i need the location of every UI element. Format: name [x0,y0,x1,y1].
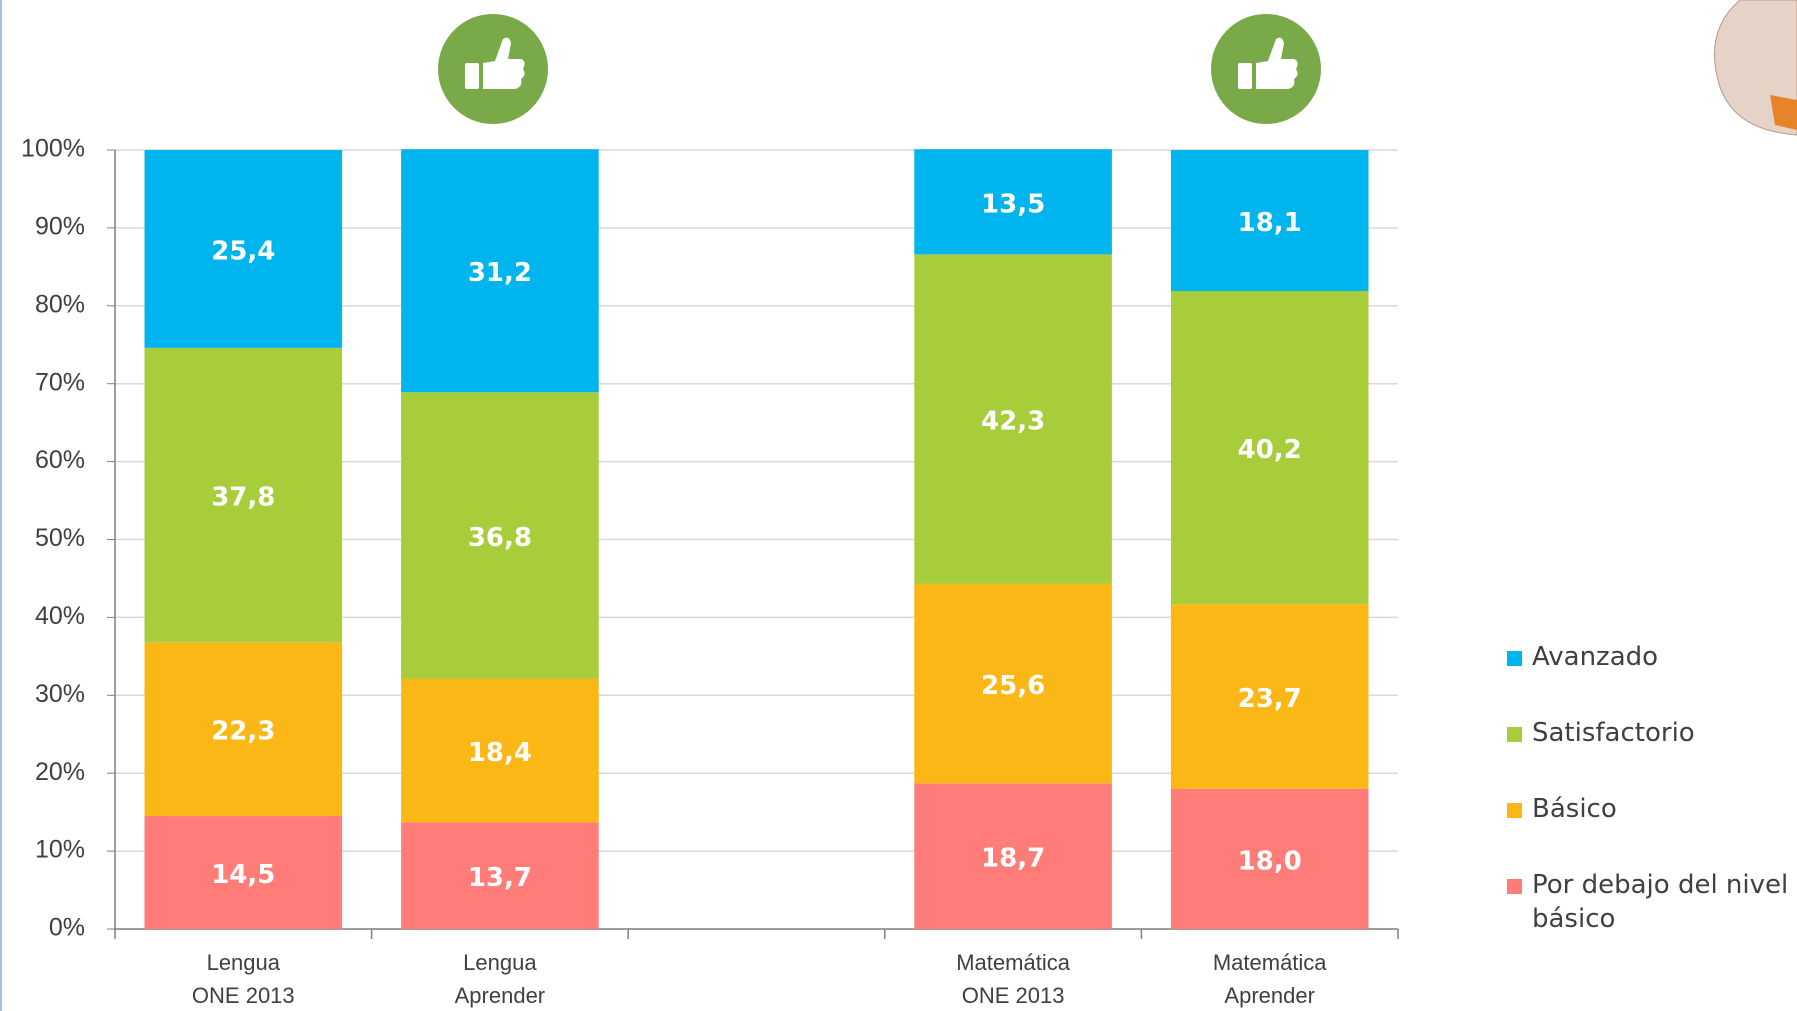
y-tick-label: 70% [35,368,85,396]
y-tick-label: 80% [35,290,85,318]
y-tick-label: 50% [35,524,85,552]
x-tick-label: Lengua ONE 2013 [133,946,353,1011]
y-tick-label: 0% [49,914,85,942]
value-label: 22,3 [211,717,275,747]
y-tick-label: 100% [21,135,85,163]
chart: 0% 10% 20% 30% 40% 50% 60% 70% 80% 90% 100% 14,5 22,… [0,0,1797,1011]
corner-illustration [1714,0,1797,135]
page: 0% 10% 20% 30% 40% 50% 60% 70% 80% 90% 100% 14,5 22,… [0,0,1797,1011]
value-label: 23,7 [1238,684,1302,714]
legend-label: Básico [1532,792,1792,826]
value-label: 25,6 [981,671,1045,701]
thumbs-icon [1211,14,1321,124]
y-tick-label: 10% [35,836,85,864]
x-tick-label: Matemática ONE 2013 [903,946,1123,1011]
value-label: 31,2 [468,258,532,288]
value-label: 18,1 [1238,208,1302,238]
thumbs-icon [438,14,548,124]
y-tick-label: 90% [35,213,85,241]
y-tick-label: 20% [35,758,85,786]
value-label: 18,7 [981,844,1045,874]
value-label: 40,2 [1238,435,1302,465]
legend-label: Por debajo del nivel básico [1532,868,1792,936]
value-label: 14,5 [211,860,275,890]
y-tick-label: 60% [35,446,85,474]
value-label: 13,7 [468,863,532,893]
value-label: 42,3 [981,407,1045,437]
value-label: 36,8 [468,523,532,553]
value-label: 18,0 [1238,846,1302,876]
legend-swatch [1507,803,1522,818]
legend-swatch [1507,879,1522,894]
legend-label: Avanzado [1532,640,1792,674]
value-label: 13,5 [981,189,1045,219]
value-label: 18,4 [468,738,532,768]
y-tick-label: 40% [35,602,85,630]
legend-swatch [1507,651,1522,666]
value-label: 25,4 [211,236,275,266]
y-tick-label: 30% [35,680,85,708]
legend-swatch [1507,727,1522,742]
x-tick-label: Lengua Aprender [390,946,610,1011]
x-tick-label: Matemática Aprender [1160,946,1380,1011]
value-label: 37,8 [211,483,275,513]
legend-label: Satisfactorio [1532,716,1792,750]
